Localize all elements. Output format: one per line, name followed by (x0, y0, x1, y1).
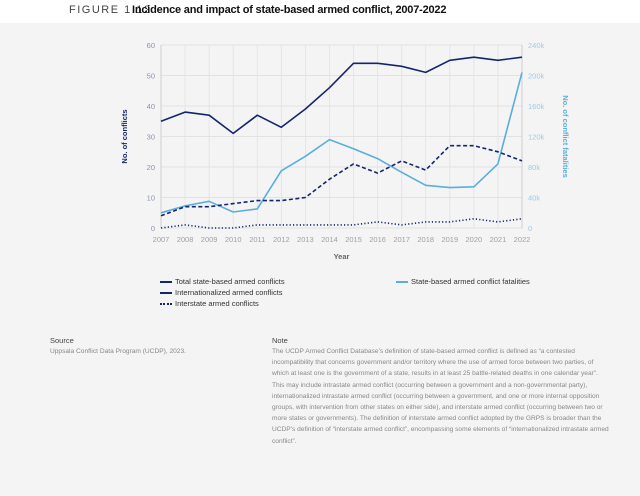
x-tick-label: 2016 (369, 235, 386, 244)
y-right-tick-label: 80k (528, 163, 540, 172)
x-tick-label: 2008 (177, 235, 194, 244)
x-tick-label: 2021 (490, 235, 507, 244)
source-text: Uppsala Conflict Data Program (UCDP), 20… (50, 348, 186, 355)
y-tick-label: 30 (147, 133, 155, 142)
y-right-tick-label: 0 (528, 224, 532, 233)
y-axis-right-label: No. of conflict fatalities (561, 95, 570, 178)
legend-label: State-based armed conflict fatalities (411, 277, 530, 286)
line-chart: 0 0 10 40k 20 80k 30 120k 40 160k 50 200k 60 240k 2007… (120, 41, 570, 261)
x-tick-label: 2019 (441, 235, 458, 244)
x-tick-label: 2015 (345, 235, 362, 244)
note-heading: Note (272, 336, 288, 345)
x-tick-label: 2011 (249, 235, 265, 244)
legend-swatch-dashed (160, 291, 172, 294)
y-right-tick-label: 200k (528, 72, 545, 81)
x-tick-label: 2007 (153, 235, 170, 244)
y-right-tick-label: 240k (528, 41, 545, 50)
legend-swatch-dotted (160, 302, 172, 305)
y-tick-label: 60 (147, 41, 155, 50)
x-tick-label: 2017 (393, 235, 410, 244)
x-tick-label: 2012 (273, 235, 290, 244)
y-right-tick-label: 120k (528, 133, 545, 142)
figure-header: FIGURE 1.12 Incidence and impact of stat… (0, 0, 640, 23)
x-tick-label: 2020 (466, 235, 483, 244)
x-tick-label: 2010 (225, 235, 242, 244)
y-axis-label: No. of conflicts (120, 109, 129, 163)
legend-swatch-solid (160, 280, 172, 283)
x-axis-label: Year (334, 252, 350, 261)
legend-interstate: Interstate armed conflicts (160, 299, 259, 308)
series-line-dotted (160, 218, 523, 229)
legend-swatch-light (396, 280, 408, 283)
y-right-tick-label: 160k (528, 102, 545, 111)
y-tick-label: 50 (147, 72, 155, 81)
note-text: The UCDP Armed Conflict Database’s defin… (272, 348, 609, 445)
x-tick-label: 2009 (201, 235, 218, 244)
y-right-tick-label: 40k (528, 194, 540, 203)
figure-label: FIGURE 1.12 (69, 4, 152, 16)
source-heading: Source (50, 336, 74, 345)
y-tick-label: 0 (151, 224, 155, 233)
x-tick-label: 2022 (514, 235, 531, 244)
legend-label: Total state-based armed conflicts (175, 277, 285, 286)
y-tick-label: 10 (147, 194, 155, 203)
y-tick-label: 40 (147, 102, 155, 111)
series-line-solid (160, 56, 523, 135)
x-tick-label: 2013 (297, 235, 314, 244)
legend-label: Interstate armed conflicts (175, 299, 259, 308)
x-tick-label: 2014 (321, 235, 338, 244)
series-line-solid-fatalities (160, 72, 523, 214)
y-tick-label: 20 (147, 163, 155, 172)
legend-internationalized: Internationalized armed conflicts (160, 288, 283, 297)
legend-fatalities: State-based armed conflict fatalities (396, 277, 530, 286)
figure-title: Incidence and impact of state-based arme… (132, 4, 447, 16)
legend-label: Internationalized armed conflicts (175, 288, 283, 297)
x-tick-label: 2018 (417, 235, 434, 244)
series-line-dashed (160, 144, 523, 217)
legend-total: Total state-based armed conflicts (160, 277, 285, 286)
